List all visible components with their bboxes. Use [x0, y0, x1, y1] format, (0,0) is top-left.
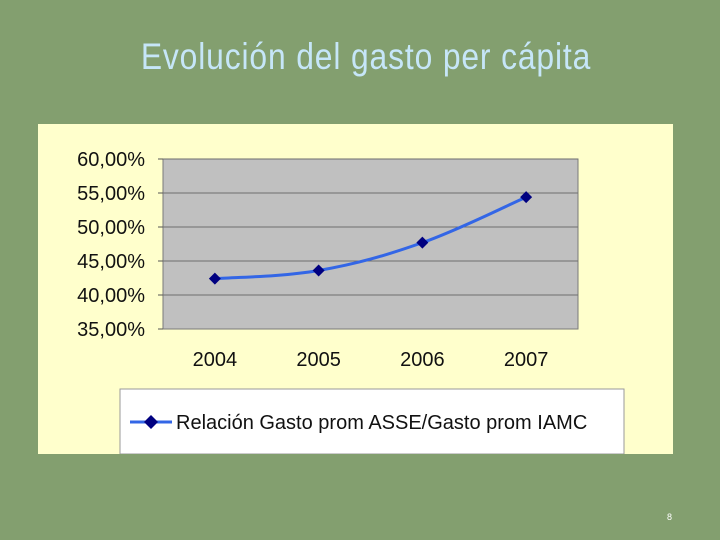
x-axis-ticks: 2004 2005 2006 2007 [193, 349, 549, 371]
data-point-marker [520, 191, 533, 204]
plot-area [162, 158, 579, 330]
y-tick-label: 50,00% [77, 217, 145, 239]
x-tick-label: 2007 [504, 349, 549, 371]
slide-number: 8 [667, 512, 673, 522]
x-tick-label: 2005 [296, 349, 341, 371]
y-axis-ticks: 60,00% 55,00% 50,00% 45,00% 40,00% 35,00% [77, 149, 163, 341]
series-group [208, 191, 533, 285]
y-tick-label: 60,00% [77, 149, 145, 171]
gridlines [163, 158, 578, 296]
legend-box [119, 388, 625, 454]
legend-marker-icon [144, 415, 158, 429]
legend-label: Relación Gasto prom ASSE/Gasto prom IAMC [176, 412, 587, 434]
y-tick-label: 55,00% [77, 183, 145, 205]
series-line [214, 195, 527, 281]
y-tick-label: 45,00% [77, 251, 145, 273]
slide-title: Evolución del gasto per cápita [140, 36, 592, 77]
chart-panel: 60,00% 55,00% 50,00% 45,00% 40,00% 35,00% 200… [38, 124, 673, 454]
y-tick-label: 35,00% [77, 319, 145, 341]
data-point-marker [416, 236, 429, 249]
line-chart: 60,00% 55,00% 50,00% 45,00% 40,00% 35,00% 200… [77, 149, 625, 454]
x-tick-label: 2004 [193, 349, 238, 371]
data-point-marker [312, 264, 325, 277]
x-tick-label: 2006 [400, 349, 445, 371]
data-point-marker [208, 272, 221, 285]
y-tick-label: 40,00% [77, 285, 145, 307]
